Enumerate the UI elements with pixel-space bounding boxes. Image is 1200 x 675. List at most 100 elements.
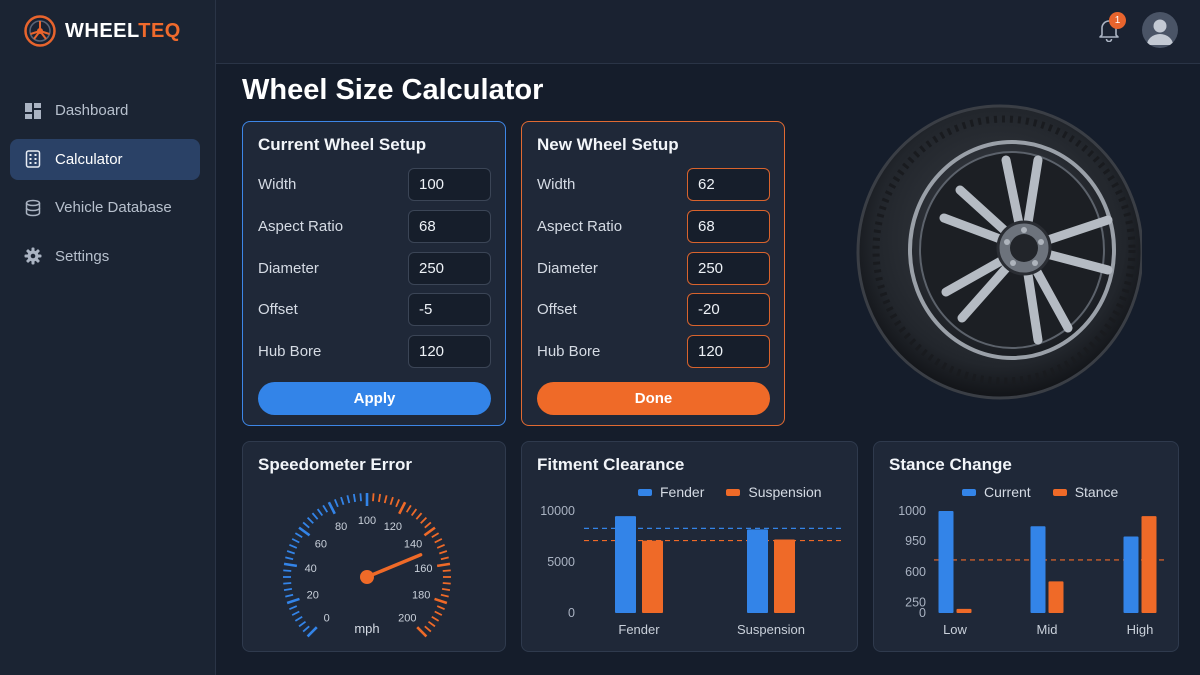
gauge-tick (442, 569, 451, 572)
current-wheel-setup-panel: Current Wheel Setup Width 100 Aspect Rat… (242, 121, 506, 426)
sidebar-item-calculator[interactable]: Calculator (10, 138, 200, 180)
gauge-tick (420, 516, 428, 524)
gauge-tick (441, 588, 451, 592)
gauge-tick (311, 512, 319, 520)
brand-name-part-1: WHEEL (65, 19, 139, 42)
gauge-tick (283, 562, 298, 568)
gauge-tick (415, 512, 423, 520)
gauge-tick-label: 20 (307, 590, 319, 602)
gauge-tick (424, 521, 432, 529)
gauge-tick (442, 582, 451, 585)
field-label-offset: Offset (258, 301, 298, 318)
gauge-tick (306, 626, 318, 638)
legend-item: Fender (638, 484, 704, 500)
gauge-tick (334, 499, 339, 508)
gauge-tick (372, 493, 375, 502)
bar (956, 608, 972, 613)
diameter-field[interactable]: 250 (408, 252, 491, 285)
gauge-tick (439, 550, 448, 555)
width-field[interactable]: 100 (408, 168, 491, 201)
gauge-tick (289, 605, 298, 610)
hub-bore-field[interactable]: 120 (408, 335, 491, 368)
panel-title: New Wheel Setup (537, 135, 679, 154)
gauge-tick-label: 100 (358, 515, 376, 527)
sidebar-item-label: Calculator (55, 150, 123, 168)
legend-swatch (638, 488, 652, 496)
gauge-tick (316, 508, 324, 517)
legend-swatch (962, 488, 976, 496)
database-icon (24, 199, 42, 217)
y-tick-label: 0 (919, 606, 926, 620)
gauge-tick (294, 615, 303, 622)
bar (774, 539, 795, 613)
gauge-tick (283, 569, 292, 572)
avatar[interactable] (1142, 12, 1178, 48)
gauge-tick (436, 562, 451, 568)
field-label-aspect-ratio: Aspect Ratio (537, 218, 623, 235)
gauge-tick (298, 620, 307, 628)
sidebar-item-settings[interactable]: Settings (10, 236, 200, 277)
field-label-hub-bore: Hub Bore (537, 343, 601, 360)
sidebar-item-label: Vehicle Database (55, 199, 172, 216)
aspect-ratio-field[interactable]: 68 (408, 210, 491, 243)
field-label-width: Width (258, 176, 297, 193)
offset-field[interactable]: -5 (408, 293, 491, 326)
chart-legend: Fender Suspension (638, 484, 844, 500)
offset-field[interactable]: -20 (687, 293, 770, 326)
y-tick-label: 250 (905, 595, 926, 609)
gauge-tick (434, 610, 443, 616)
x-tick-label: Mid (1037, 622, 1058, 637)
bar (938, 511, 954, 613)
x-tick-label: Low (943, 622, 967, 637)
gauge-tick-label: 40 (305, 563, 317, 575)
field-label-diameter: Diameter (258, 260, 319, 277)
gauge-tick (434, 597, 448, 605)
gauge-tick (346, 495, 351, 504)
gauge-tick (378, 493, 382, 503)
panel-title: Fitment Clearance (537, 455, 685, 474)
diameter-field[interactable]: 250 (687, 252, 770, 285)
gauge-tick (285, 593, 294, 598)
gauge-tick (340, 496, 345, 505)
brand[interactable]: WHEELTEQ (24, 14, 181, 48)
stance-change-panel: Stance Change Current Stance 0 250 600 950 … (873, 441, 1179, 652)
aspect-ratio-field[interactable]: 68 (687, 210, 770, 243)
sidebar-item-dashboard[interactable]: Dashboard (10, 90, 200, 131)
bar (747, 529, 768, 613)
sidebar: WHEELTEQ Dashboard Calculator Vehicle Da… (0, 0, 216, 675)
gauge-tick (327, 501, 336, 515)
gauge-tick (283, 582, 292, 585)
gauge-tick (424, 625, 432, 633)
gauge-tick (423, 526, 436, 537)
y-tick-label: 950 (905, 534, 926, 548)
legend-item: Current (962, 484, 1031, 500)
apply-button[interactable]: Apply (258, 382, 491, 415)
width-field[interactable]: 62 (687, 168, 770, 201)
gauge-tick (298, 526, 311, 537)
gauge-tick (431, 615, 440, 622)
hub-bore-field[interactable]: 120 (687, 335, 770, 368)
sidebar-item-vehicle-database[interactable]: Vehicle Database (10, 187, 200, 228)
panel-title: Speedometer Error (258, 455, 412, 474)
gauge-tick-label: 160 (414, 563, 432, 575)
bar (1123, 536, 1139, 613)
legend-swatch (726, 488, 741, 496)
x-tick-label: Suspension (737, 622, 805, 637)
gauge-tick (291, 610, 300, 616)
field-label-hub-bore: Hub Bore (258, 343, 322, 360)
fitment-chart: 0 5000 10000 Fender Suspension (540, 504, 842, 637)
sidebar-nav: Dashboard Calculator Vehicle Database Se… (10, 90, 200, 284)
panel-title: Stance Change (889, 455, 1012, 474)
gauge-tick (405, 504, 412, 513)
legend-label: Suspension (748, 484, 822, 500)
field-label-width: Width (537, 176, 576, 193)
brand-name: WHEELTEQ (65, 20, 181, 43)
done-button[interactable]: Done (537, 382, 770, 415)
legend-item: Suspension (726, 484, 822, 500)
gauge-unit: mph (354, 621, 379, 636)
y-tick-label: 600 (905, 565, 926, 579)
gauge-tick (359, 493, 362, 502)
gauge-tick (389, 496, 394, 505)
